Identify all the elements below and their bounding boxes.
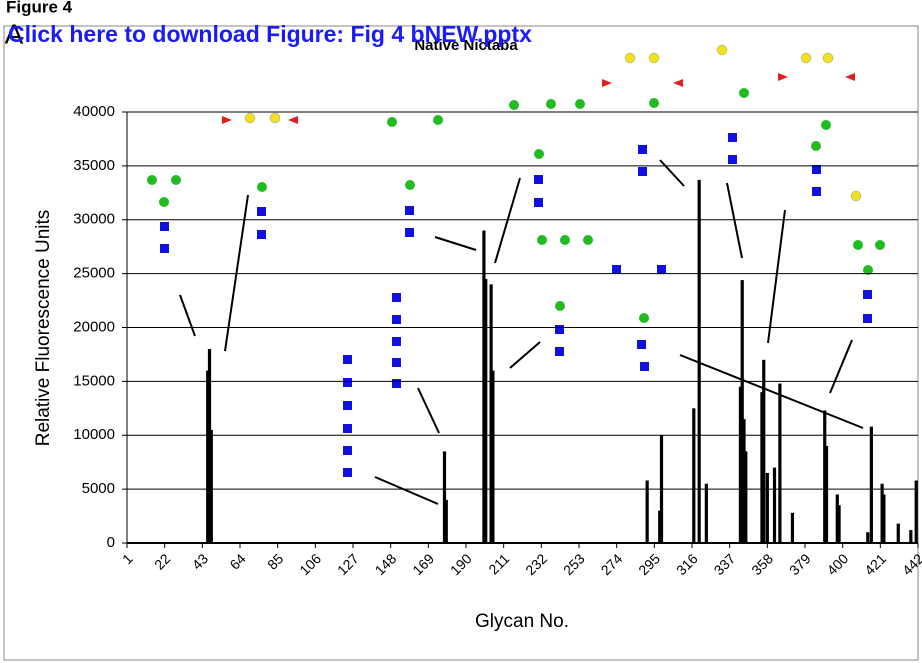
chart-title: Native Nictaba	[414, 37, 518, 54]
bar	[882, 494, 886, 543]
bar	[914, 480, 918, 543]
bar	[658, 510, 662, 543]
bar	[760, 392, 764, 543]
y-tick-label: 0	[107, 534, 115, 551]
bar	[790, 512, 795, 543]
bar	[866, 532, 870, 543]
bar	[823, 410, 827, 543]
bar	[704, 483, 708, 543]
frame	[3, 25, 919, 661]
bar	[742, 419, 746, 543]
download-link[interactable]: Click here to download Figure: Fig 4 bNE…	[8, 21, 532, 47]
x-tick-label: 43	[189, 550, 211, 572]
bar	[442, 451, 447, 543]
x-tick-label: 442	[899, 550, 922, 578]
y-tick-label: 10000	[73, 426, 115, 443]
arrows	[179, 159, 864, 505]
x-tick-label: 190	[447, 550, 475, 578]
bar	[744, 451, 748, 543]
bar	[896, 523, 900, 543]
x-tick-label: 253	[560, 550, 588, 578]
x-tick-label: 106	[296, 550, 324, 578]
x-tick-label: 316	[673, 550, 701, 578]
y-tick-label: 25000	[73, 265, 115, 282]
x-tick-label: 337	[711, 550, 739, 578]
bar	[206, 370, 210, 543]
x-tick-label: 274	[598, 550, 626, 578]
y-tick-label: 35000	[73, 157, 115, 174]
x-axis-label: Glycan No.	[475, 611, 569, 632]
x-tick-label: 400	[824, 550, 852, 578]
bar	[824, 446, 829, 543]
bar	[659, 435, 664, 543]
x-tick-label: 232	[522, 550, 550, 578]
bar	[762, 359, 766, 543]
figure-label: Figure 4	[6, 0, 73, 16]
bar	[207, 349, 212, 543]
bar	[692, 408, 696, 543]
x-tick-label: 22	[151, 550, 173, 572]
y-tick-label: 20000	[73, 318, 115, 335]
bar	[778, 383, 782, 543]
panel-label: A	[5, 18, 24, 49]
bar	[484, 279, 488, 543]
bar	[489, 284, 493, 543]
bar	[645, 480, 649, 543]
bar	[209, 429, 213, 543]
y-tick-label: 40000	[73, 103, 115, 120]
x-tick-label: 295	[635, 550, 663, 578]
x-tick-label: 148	[372, 550, 400, 578]
bar	[697, 179, 701, 543]
bar	[880, 483, 884, 543]
x-tick-label: 64	[226, 550, 248, 572]
bar	[909, 530, 913, 543]
x-tick-label: 379	[786, 550, 814, 578]
bar	[738, 386, 743, 543]
x-tick-label: 169	[409, 550, 437, 578]
bar	[765, 472, 769, 543]
x-tick-label: 127	[334, 550, 362, 578]
bar	[482, 230, 486, 543]
y-tick-label: 5000	[82, 480, 115, 497]
y-axis-label: Relative Fluorescence Units	[33, 210, 54, 447]
y-tick-label: 15000	[73, 372, 115, 389]
x-tick-label: 85	[264, 550, 286, 572]
x-tick-label: 358	[748, 550, 776, 578]
bar	[837, 505, 841, 543]
bar	[444, 499, 448, 543]
bar	[835, 494, 839, 543]
y-tick-label: 30000	[73, 211, 115, 228]
x-tick-label: 1	[119, 550, 136, 567]
bar	[869, 426, 873, 543]
x-tick-label: 211	[485, 550, 512, 577]
x-tick-label: 421	[861, 550, 889, 578]
glycan-icons	[147, 44, 885, 477]
bar	[740, 280, 744, 543]
bar	[491, 370, 495, 543]
bar	[772, 467, 777, 543]
